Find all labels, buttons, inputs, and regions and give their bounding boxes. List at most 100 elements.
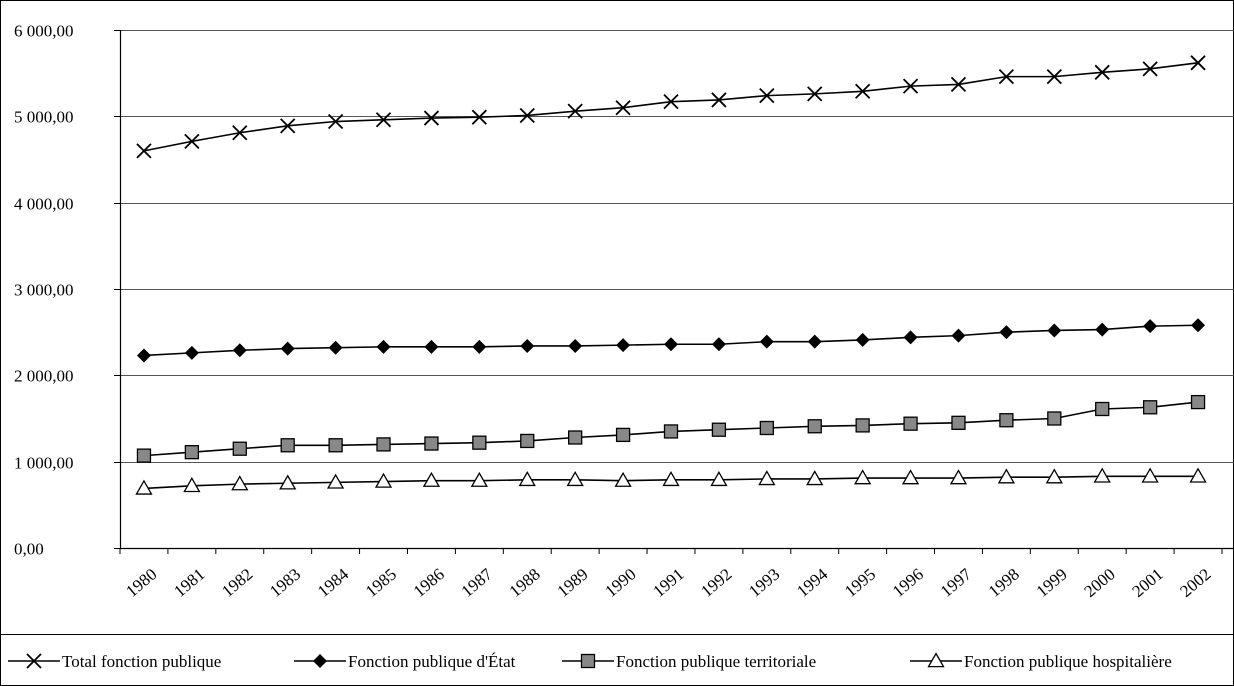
marker-stroke [471, 109, 487, 125]
data-point [327, 113, 344, 130]
y-tick-label: 5 000,00 [14, 108, 74, 127]
marker-stroke [26, 653, 42, 669]
data-point [423, 110, 440, 126]
marker-stroke [327, 113, 344, 130]
x-tick-label: 1991 [649, 565, 687, 601]
data-point [184, 445, 200, 460]
data-point [326, 473, 345, 489]
data-point [374, 472, 393, 488]
marker-stroke [663, 94, 679, 110]
y-tick-label: 3 000,00 [14, 281, 74, 300]
marker-stroke [375, 112, 392, 128]
marker-stroke [1046, 68, 1062, 85]
data-point [232, 441, 247, 456]
data-point [518, 470, 536, 487]
y-tick-label: 6 000,00 [14, 22, 74, 41]
x-tick-label: 1995 [841, 565, 879, 601]
legend-marker [313, 654, 327, 668]
data-point [949, 469, 968, 485]
data-point [1093, 467, 1111, 483]
data-point [1095, 401, 1110, 417]
marker-stroke [950, 76, 967, 93]
data-point [183, 477, 201, 493]
data-point [903, 330, 918, 345]
data-point [759, 334, 774, 349]
data-point [711, 422, 727, 437]
series-2 [136, 394, 1206, 463]
data-point [279, 474, 297, 490]
data-point [232, 343, 247, 358]
data-point [663, 94, 679, 110]
data-point [328, 340, 343, 355]
data-point [424, 436, 439, 451]
data-point [664, 337, 678, 352]
y-axis: 0,00 1 000,00 2 000,00 3 000,00 4 000,00 5 00… [14, 22, 122, 559]
data-point [854, 469, 872, 485]
legend-marker [26, 653, 42, 669]
data-point [135, 479, 153, 495]
marker-stroke [519, 107, 535, 124]
x-tick-label: 2002 [1176, 565, 1214, 601]
data-point [1190, 394, 1206, 410]
x-tick-label: 1985 [362, 565, 400, 601]
x-axis: 1980 1981 1982 1983 1984 1985 1986 1987 1988 1989… [119, 547, 1234, 601]
marker-stroke [855, 83, 871, 99]
data-point [1143, 319, 1158, 334]
x-tick-label: 1993 [745, 565, 783, 601]
marker-stroke [567, 103, 583, 119]
data-point [471, 109, 487, 125]
marker-stroke [759, 87, 775, 104]
data-point [1191, 318, 1206, 333]
data-point [662, 470, 680, 487]
data-point [280, 341, 295, 356]
x-tick-label: 1989 [553, 565, 591, 601]
x-tick-label: 1990 [601, 565, 639, 601]
data-point [136, 348, 151, 363]
data-point [902, 78, 919, 94]
data-point [520, 338, 535, 353]
data-point [376, 339, 391, 354]
data-point [711, 92, 727, 108]
data-point [1095, 322, 1110, 337]
data-point [280, 118, 296, 134]
data-point [566, 470, 584, 487]
data-point [997, 468, 1016, 484]
data-point [328, 438, 343, 453]
y-tick-label: 4 000,00 [14, 195, 74, 214]
data-point [711, 337, 726, 352]
data-point [424, 339, 439, 354]
legend-item: Fonction publique d'État [294, 652, 516, 671]
data-point [136, 448, 152, 463]
data-point [232, 125, 248, 141]
marker-stroke [902, 78, 919, 94]
data-point [1190, 55, 1206, 71]
data-point [710, 470, 728, 487]
marker-stroke [615, 100, 631, 116]
y-tick-label: 0,00 [14, 540, 44, 559]
data-point [950, 76, 967, 93]
data-point [901, 469, 920, 485]
series-1 [136, 318, 1206, 363]
marker-stroke [423, 110, 440, 126]
marker-stroke [232, 125, 248, 141]
data-point [422, 471, 441, 487]
data-point [520, 433, 535, 449]
data-point [231, 475, 249, 491]
marker-stroke [1190, 55, 1206, 71]
data-point [184, 345, 199, 360]
data-point [1189, 467, 1207, 483]
data-point [280, 438, 295, 453]
data-point [999, 413, 1014, 428]
x-tick-label: 1997 [937, 564, 976, 601]
x-tick-label: 1983 [266, 565, 304, 601]
y-tick-label: 1 000,00 [14, 454, 74, 473]
data-point [806, 470, 824, 486]
data-point [998, 68, 1015, 85]
data-point [999, 325, 1014, 340]
legend-label: Fonction publique territoriale [616, 652, 816, 671]
marker-stroke [807, 86, 823, 102]
data-point [1047, 323, 1062, 338]
x-tick-label: 1981 [170, 565, 208, 601]
data-point [1045, 468, 1063, 484]
data-point [375, 112, 392, 128]
